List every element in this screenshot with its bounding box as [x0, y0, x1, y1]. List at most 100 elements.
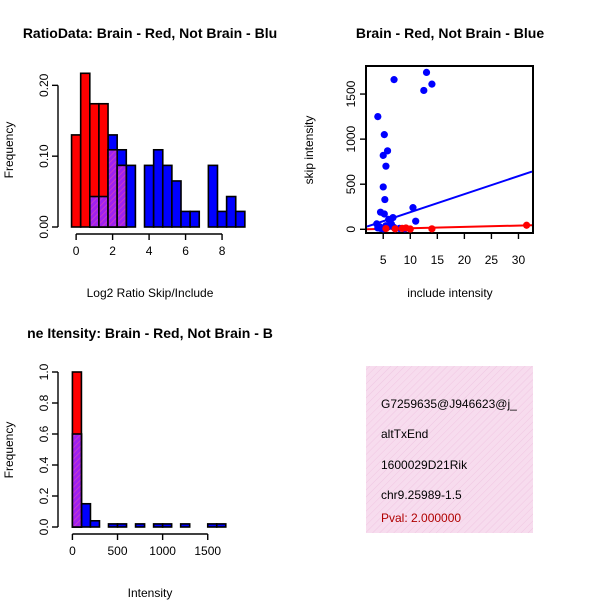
not-brain-point: [379, 151, 387, 159]
intensity-not-brain-bar: [206, 523, 218, 528]
scatter-x-tick-label: 15: [431, 253, 445, 267]
intensity-x-tick-label: 0: [69, 544, 76, 558]
intensity-not-brain-bar: [107, 523, 119, 528]
ratio-x-tick-label: 0: [73, 244, 80, 258]
scatter-plot-box: [365, 65, 534, 234]
ratio-not-brain-bar: [216, 210, 228, 228]
brain-points: [382, 221, 531, 233]
scatter-axes: 5 10 15 20 25 30 0 500 1000 1500: [344, 80, 525, 267]
pval-text: Pval: 2.000000: [381, 511, 461, 525]
ratio-histogram-title: RatioData: Brain - Red, Not Brain - Blu: [23, 25, 277, 41]
not-brain-point: [422, 68, 431, 77]
brain-point: [428, 225, 436, 233]
intensity-not-brain-bar: [215, 523, 227, 528]
intensity-overlap-bar: [71, 433, 83, 528]
info-panel-background: [366, 366, 533, 533]
not-brain-point: [390, 76, 398, 84]
not-brain-point: [382, 162, 390, 170]
gene-id-text: G7259635@J946623@j_: [381, 397, 517, 411]
scatter-y-tick-label: 1000: [344, 125, 358, 152]
intensity-x-tick-label: 500: [108, 544, 128, 558]
scatter-x-tick-label: 25: [485, 253, 499, 267]
not-brain-point: [379, 183, 387, 191]
brain-point: [522, 221, 531, 229]
ratio-y-tick-label: 0.10: [37, 144, 51, 168]
scatter-x-tick-label: 30: [512, 253, 526, 267]
intensity-x-tick-label: 1500: [194, 544, 221, 558]
ratio-not-brain-bar: [234, 210, 246, 228]
not-brain-point: [380, 131, 388, 139]
intensity-not-brain-bar: [116, 523, 128, 528]
intensity-x-tick-label: 1000: [149, 544, 176, 558]
ratio-not-brain-bar: [152, 148, 164, 228]
intensity-not-brain-bar: [179, 523, 191, 528]
ratio-y-tick-label: 0.20: [37, 73, 51, 97]
intensity-y-tick-label: 0.8: [37, 394, 51, 411]
intensity-histogram-ylabel: Frequency: [2, 422, 16, 479]
not-brain-point: [428, 80, 436, 88]
ratio-overlap-bar: [107, 148, 118, 228]
ratio-not-brain-bar: [207, 164, 219, 228]
intensity-histogram-title: ne Itensity: Brain - Red, Not Brain - B: [27, 325, 273, 341]
intensity-y-tick-label: 0.2: [37, 487, 51, 504]
not-brain-point: [420, 86, 428, 95]
ratio-not-brain-bar: [125, 164, 137, 228]
brain-bars: [70, 72, 128, 228]
location-text: chr9.25989-1.5: [381, 488, 462, 502]
event-info-panel: G7259635@J946623@j_ altTxEnd 1600029D21R…: [366, 366, 533, 533]
ratio-not-brain-bar: [161, 164, 173, 228]
brain-point: [406, 225, 414, 233]
ratio-overlap-bar: [89, 195, 100, 228]
not-brain-point: [381, 195, 389, 204]
intensity-histogram-panel: ne Itensity: Brain - Red, Not Brain - B …: [2, 325, 273, 600]
scatter-y-tick-label: 0: [344, 226, 358, 233]
not-brain-point: [383, 147, 392, 155]
intensity-not-brain-bar: [134, 523, 146, 528]
ratio-not-brain-bar: [180, 210, 191, 228]
ratio-x-tick-label: 6: [182, 244, 189, 258]
ratio-overlap-bar: [98, 195, 109, 228]
not-brain-point: [380, 210, 388, 218]
ratio-histogram-panel: RatioData: Brain - Red, Not Brain - Blu …: [2, 25, 277, 300]
ratio-not-brain-bar: [225, 195, 237, 228]
ratio-x-tick-label: 4: [146, 244, 153, 258]
intensity-not-brain-bar: [152, 523, 164, 528]
scatter-y-tick-label: 1500: [344, 80, 358, 107]
not-brain-point: [412, 217, 420, 225]
ratio-histogram-ylabel: Frequency: [2, 122, 16, 179]
not-brain-point: [373, 220, 381, 228]
scatter-x-tick-label: 5: [380, 253, 387, 267]
intensity-not-brain-bar: [89, 519, 101, 528]
ratio-y-tick-label: 0.00: [37, 215, 51, 239]
scatter-x-tick-label: 10: [404, 253, 418, 267]
ratio-brain-bar: [70, 134, 82, 228]
ratio-not-brain-bar: [189, 210, 201, 228]
intensity-y-tick-label: 0.4: [37, 456, 51, 473]
event-type-text: altTxEnd: [381, 427, 428, 441]
ratio-x-tick-label: 2: [109, 244, 116, 258]
scatter-y-tick-label: 500: [344, 174, 358, 194]
ratio-not-brain-bar: [171, 180, 182, 228]
intensity-y-tick-label: 0.6: [37, 425, 51, 442]
brain-point: [382, 224, 390, 233]
gene-name-text: 1600029D21Rik: [381, 458, 468, 472]
intensity-histogram-axes: 0 500 1000 1500 0.0 0.2 0.4 0.6 0.8 1.0: [37, 363, 221, 558]
intensity-y-tick-label: 0.0: [37, 518, 51, 535]
scatter-xlabel: include intensity: [407, 286, 492, 300]
scatter-title: Brain - Red, Not Brain - Blue: [356, 25, 544, 41]
intensity-y-tick-label: 1.0: [37, 363, 51, 380]
intensity-histogram-xlabel: Intensity: [128, 586, 173, 600]
not-brain-point: [374, 112, 382, 121]
ratio-brain-bar: [79, 72, 91, 228]
intensity-not-brain-bar: [80, 502, 92, 528]
ratio-x-tick-label: 8: [219, 244, 226, 258]
ratio-not-brain-bar: [143, 164, 155, 228]
ratio-overlap-bar: [116, 164, 128, 228]
not-brain-intensity-bars: [71, 433, 227, 528]
scatter-x-tick-label: 20: [458, 253, 472, 267]
ratio-histogram-xlabel: Log2 Ratio Skip/Include: [87, 286, 214, 300]
not-brain-point: [409, 204, 417, 212]
intensity-not-brain-bar: [161, 523, 173, 528]
brain-intensity-bars: [71, 371, 83, 528]
